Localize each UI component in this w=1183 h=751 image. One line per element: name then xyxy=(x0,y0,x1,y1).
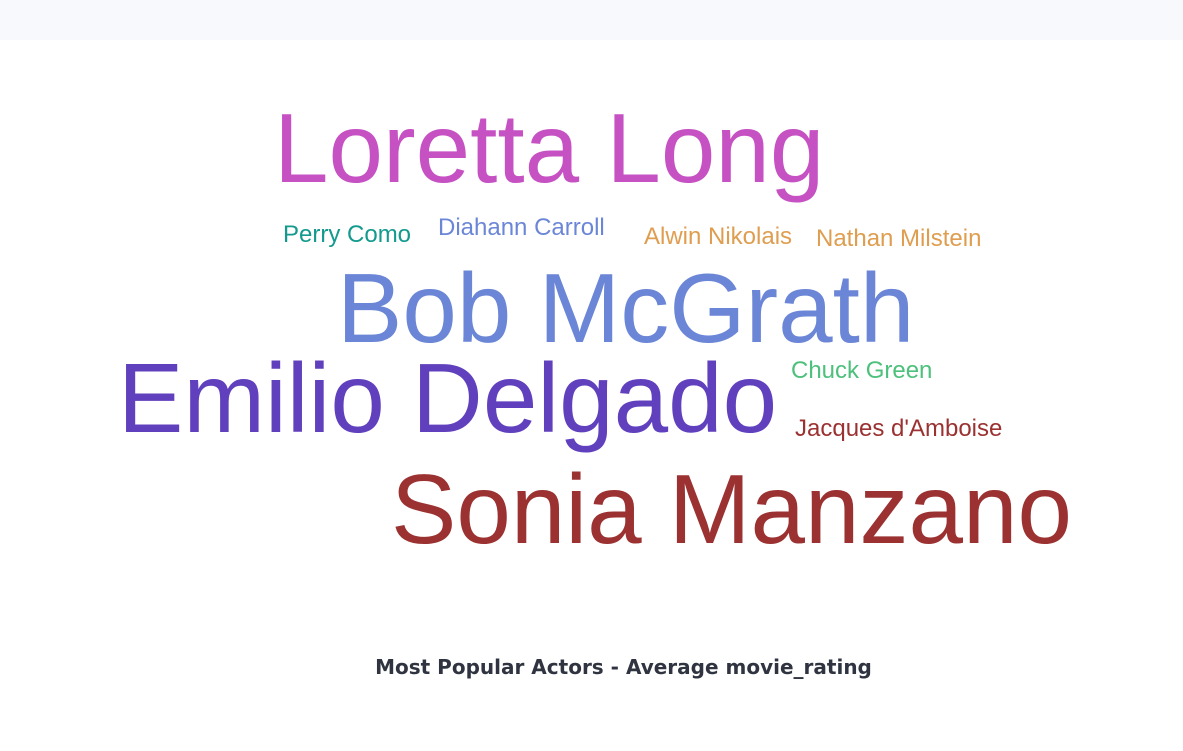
word-alwin-nikolais: Alwin Nikolais xyxy=(644,223,792,250)
word-emilio-delgado: Emilio Delgado xyxy=(118,343,777,453)
word-chuck-green: Chuck Green xyxy=(791,357,932,384)
word-nathan-milstein: Nathan Milstein xyxy=(816,225,981,252)
word-sonia-manzano: Sonia Manzano xyxy=(391,454,1072,564)
chart-title: Most Popular Actors - Average movie_rati… xyxy=(375,655,872,679)
word-loretta-long: Loretta Long xyxy=(274,93,824,203)
top-header-strip xyxy=(0,0,1183,40)
word-diahann-carroll: Diahann Carroll xyxy=(438,214,605,241)
word-jacques-d-amboise: Jacques d'Amboise xyxy=(795,415,1002,442)
word-perry-como: Perry Como xyxy=(283,221,411,248)
word-bob-mcgrath: Bob McGrath xyxy=(337,253,914,363)
word-cloud: Loretta Long Perry Como Diahann Carroll Alw… xyxy=(118,93,1072,564)
